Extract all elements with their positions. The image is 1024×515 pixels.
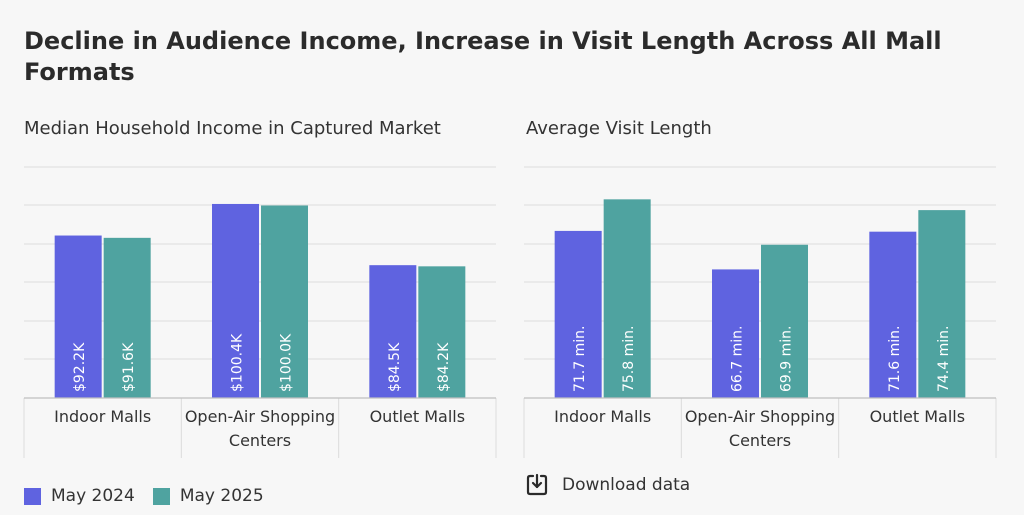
data-label-may-2025-outlet-malls: 74.4 min.: [936, 326, 952, 392]
x-tick-label-outlet-malls: Outlet Malls: [370, 407, 466, 426]
bar-may-2024-outlet-malls[interactable]: [369, 265, 417, 398]
data-label-may-2024-indoor-malls: $92.2K: [72, 342, 88, 392]
legend-item-may-2025[interactable]: May 2025: [152, 486, 264, 506]
bar-may-2025-open-air-shopping-centers[interactable]: [261, 205, 308, 399]
data-label-may-2024-open-air-shopping-centers: 66.7 min.: [730, 326, 746, 392]
visit-length-chart-title: Average Visit Length: [526, 118, 712, 139]
data-label-may-2025-indoor-malls: 75.8 min.: [621, 326, 637, 392]
download-data-button[interactable]: Download data: [526, 473, 690, 497]
bar-may-2024-open-air-shopping-centers[interactable]: [212, 203, 259, 398]
legend-swatch-may-2025: [152, 487, 170, 505]
legend-label-may-2024: May 2024: [51, 486, 135, 506]
data-label-may-2025-open-air-shopping-centers: 69.9 min.: [779, 326, 795, 392]
x-tick-label-indoor-malls: Indoor Malls: [54, 407, 151, 426]
bar-may-2024-indoor-malls[interactable]: [554, 230, 602, 398]
bar-may-2024-indoor-malls[interactable]: [54, 235, 102, 398]
income-chart-title: Median Household Income in Captured Mark…: [24, 118, 441, 139]
legend-item-may-2024[interactable]: May 2024: [24, 486, 135, 506]
legend: May 2024 May 2025: [24, 486, 282, 506]
x-tick-label-open-air-shopping-centers: Open-Air Shopping Centers: [185, 407, 335, 450]
bar-may-2024-outlet-malls[interactable]: [869, 231, 917, 398]
bar-may-2025-open-air-shopping-centers[interactable]: [761, 244, 808, 398]
data-label-may-2024-open-air-shopping-centers: $100.4K: [230, 333, 246, 392]
bar-may-2025-outlet-malls[interactable]: [918, 210, 966, 398]
bar-may-2024-open-air-shopping-centers[interactable]: [712, 269, 759, 398]
legend-label-may-2025: May 2025: [179, 486, 264, 506]
bar-may-2025-indoor-malls[interactable]: [103, 237, 151, 398]
bar-may-2025-outlet-malls[interactable]: [418, 266, 466, 398]
data-label-may-2025-open-air-shopping-centers: $100.0K: [279, 333, 295, 392]
page-title: Decline in Audience Income, Increase in …: [24, 27, 942, 86]
x-tick-label-open-air-shopping-centers: Open-Air Shopping Centers: [685, 407, 835, 450]
download-data-label: Download data: [562, 475, 691, 495]
download-icon: [526, 473, 548, 496]
income-bar-chart: $92.2K $91.6K Indoor Malls $100.4K $100.0K Op…: [23, 166, 497, 458]
data-label-may-2024-outlet-malls: 71.6 min.: [887, 326, 903, 392]
data-label-may-2025-outlet-malls: $84.2K: [436, 342, 452, 392]
data-label-may-2024-indoor-malls: 71.7 min.: [572, 326, 588, 392]
x-tick-label-indoor-malls: Indoor Malls: [554, 407, 651, 426]
bar-may-2025-indoor-malls[interactable]: [603, 199, 651, 398]
data-label-may-2024-outlet-malls: $84.5K: [387, 342, 403, 392]
x-tick-label-outlet-malls: Outlet Malls: [870, 407, 966, 426]
data-label-may-2025-indoor-malls: $91.6K: [121, 342, 137, 392]
legend-swatch-may-2024: [24, 487, 41, 505]
visit-length-bar-chart: 71.7 min. 75.8 min. Indoor Malls 66.7 min. 6…: [523, 166, 997, 458]
